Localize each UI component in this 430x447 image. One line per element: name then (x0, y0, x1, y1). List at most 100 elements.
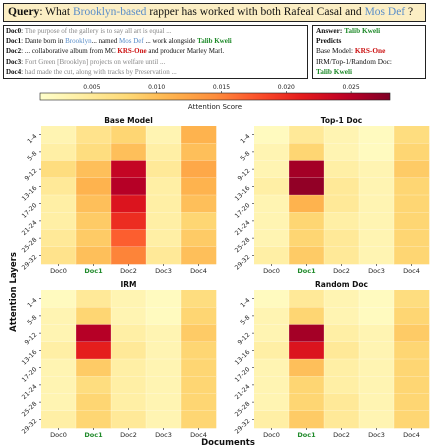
heatmap-cell (289, 143, 325, 161)
heatmap-cell (359, 177, 395, 196)
heatmap-cell (181, 177, 217, 196)
heatmap-cell (324, 126, 360, 144)
doc-id: Doc1 (6, 37, 22, 46)
heatmap-cell (254, 290, 290, 308)
colorbar-tick-label: 0.005 (83, 84, 100, 91)
x-tick-label: Doc0 (263, 267, 280, 275)
heatmap-cell (324, 246, 360, 265)
heatmap-cell (41, 126, 77, 144)
heatmap-cell (181, 393, 217, 412)
doc-id: Doc2 (6, 47, 22, 56)
heatmap-cell (146, 359, 182, 377)
heatmap-cell (254, 359, 290, 377)
heatmap-cell (254, 410, 290, 429)
heatmap-cell (76, 177, 112, 196)
doc-text: Fort Green [Brooklyn] projects on welfar… (24, 57, 166, 66)
heatmap-cell (76, 160, 112, 179)
heatmap-cell (289, 410, 325, 429)
heatmap-cell (181, 229, 217, 248)
heatmap-cell (394, 143, 430, 161)
heatmap-cell (254, 212, 290, 230)
heatmap-cell (394, 324, 430, 343)
doc-text: Talib Kweli (197, 37, 232, 46)
heatmap-cell (254, 324, 290, 343)
doc-text: Brooklyn (65, 37, 92, 46)
heatmap-cell (181, 290, 217, 308)
heatmap-cell (181, 324, 217, 343)
x-tick-label: Doc1 (84, 267, 103, 275)
y-tick-label: 13-16 (21, 185, 39, 203)
y-tick-label: 29-32 (21, 418, 39, 436)
heatmap-cell (41, 341, 77, 360)
heatmap-cell (76, 324, 112, 343)
heatmap-cell (324, 229, 360, 248)
doc-text: Mos Def (119, 37, 144, 46)
doc-id: Doc0 (6, 27, 22, 35)
y-tick-label: 17-20 (21, 202, 39, 220)
heatmap-cell (394, 177, 430, 196)
y-tick-label: 21-24 (234, 219, 252, 237)
heatmap-cell (146, 290, 182, 308)
y-tick-label: 9-12 (237, 332, 252, 347)
heatmap-cell (394, 195, 430, 213)
doc-line-0: Doc0: The purpose of the gallery is to s… (6, 27, 172, 35)
doc-text: ... collaborative album from MC (24, 47, 118, 56)
doc-id: Doc4 (6, 67, 22, 76)
heatmap-cell (359, 324, 395, 343)
heatmap-cell (289, 195, 325, 213)
heatmap-cell (146, 229, 182, 248)
doc-text: The purpose of the gallery is to say all… (24, 27, 172, 35)
heatmap-cell (324, 195, 360, 213)
heatmap-cell (76, 359, 112, 377)
heatmap-cell (359, 143, 395, 161)
y-tick-label: 21-24 (21, 383, 39, 401)
heatmap-cell (111, 212, 147, 230)
heatmap-cell (41, 212, 77, 230)
x-tick-label: Doc1 (84, 431, 103, 439)
heatmap-cell (146, 307, 182, 325)
heatmap-cell (181, 212, 217, 230)
heatmap-cell (254, 229, 290, 248)
heatmap-cell (254, 126, 290, 144)
heatmap-cell (324, 307, 360, 325)
irm-prediction-label: IRM/Top-1/Random Doc: (316, 56, 392, 66)
heatmap-cell (76, 410, 112, 429)
colorbar (39, 92, 391, 101)
heatmap-cell (254, 246, 290, 265)
heatmap-cell (394, 212, 430, 230)
y-tick-label: 25-28 (21, 237, 39, 255)
heatmap-cell (41, 393, 77, 412)
heatmap-cell (146, 410, 182, 429)
heatmap-cell (394, 307, 430, 325)
heatmap-cell (254, 177, 290, 196)
y-tick-label: 25-28 (21, 401, 39, 419)
y-tick-label: 25-28 (234, 401, 252, 419)
heatmap-cell (111, 160, 147, 179)
heatmap-cell (324, 376, 360, 394)
heatmap-cell (254, 195, 290, 213)
y-tick-label: 13-16 (234, 185, 252, 203)
answer-box: Answer: Talib Kweli Predicts Base Model:… (312, 25, 426, 79)
query-text-e: ? (405, 6, 414, 18)
y-tick-label: 9-12 (24, 168, 39, 183)
x-tick-label: Doc2 (120, 267, 137, 275)
doc-id: Doc3 (6, 57, 22, 66)
heatmap-cell (111, 393, 147, 412)
heatmap-cell (324, 177, 360, 196)
heatmap-cell (111, 410, 147, 429)
predicts-label: Predicts (316, 36, 342, 46)
heatmap-cell (289, 376, 325, 394)
query-label: Query (8, 6, 40, 18)
doc-line-2: Doc2: ... collaborative album from MC KR… (6, 47, 225, 56)
doc-line-1: Doc1: Dante born in Brooklyn... named Mo… (6, 37, 232, 46)
x-tick-label: Doc3 (155, 267, 172, 275)
heatmap-cell (324, 324, 360, 343)
heatmap-cell (181, 376, 217, 394)
heatmap-cell (359, 195, 395, 213)
y-tick-label: 13-16 (21, 349, 39, 367)
heatmap-cell (76, 307, 112, 325)
heatmap-cell (254, 160, 290, 179)
base-prediction-label: Base Model: (316, 46, 355, 56)
heatmap-cell (394, 393, 430, 412)
